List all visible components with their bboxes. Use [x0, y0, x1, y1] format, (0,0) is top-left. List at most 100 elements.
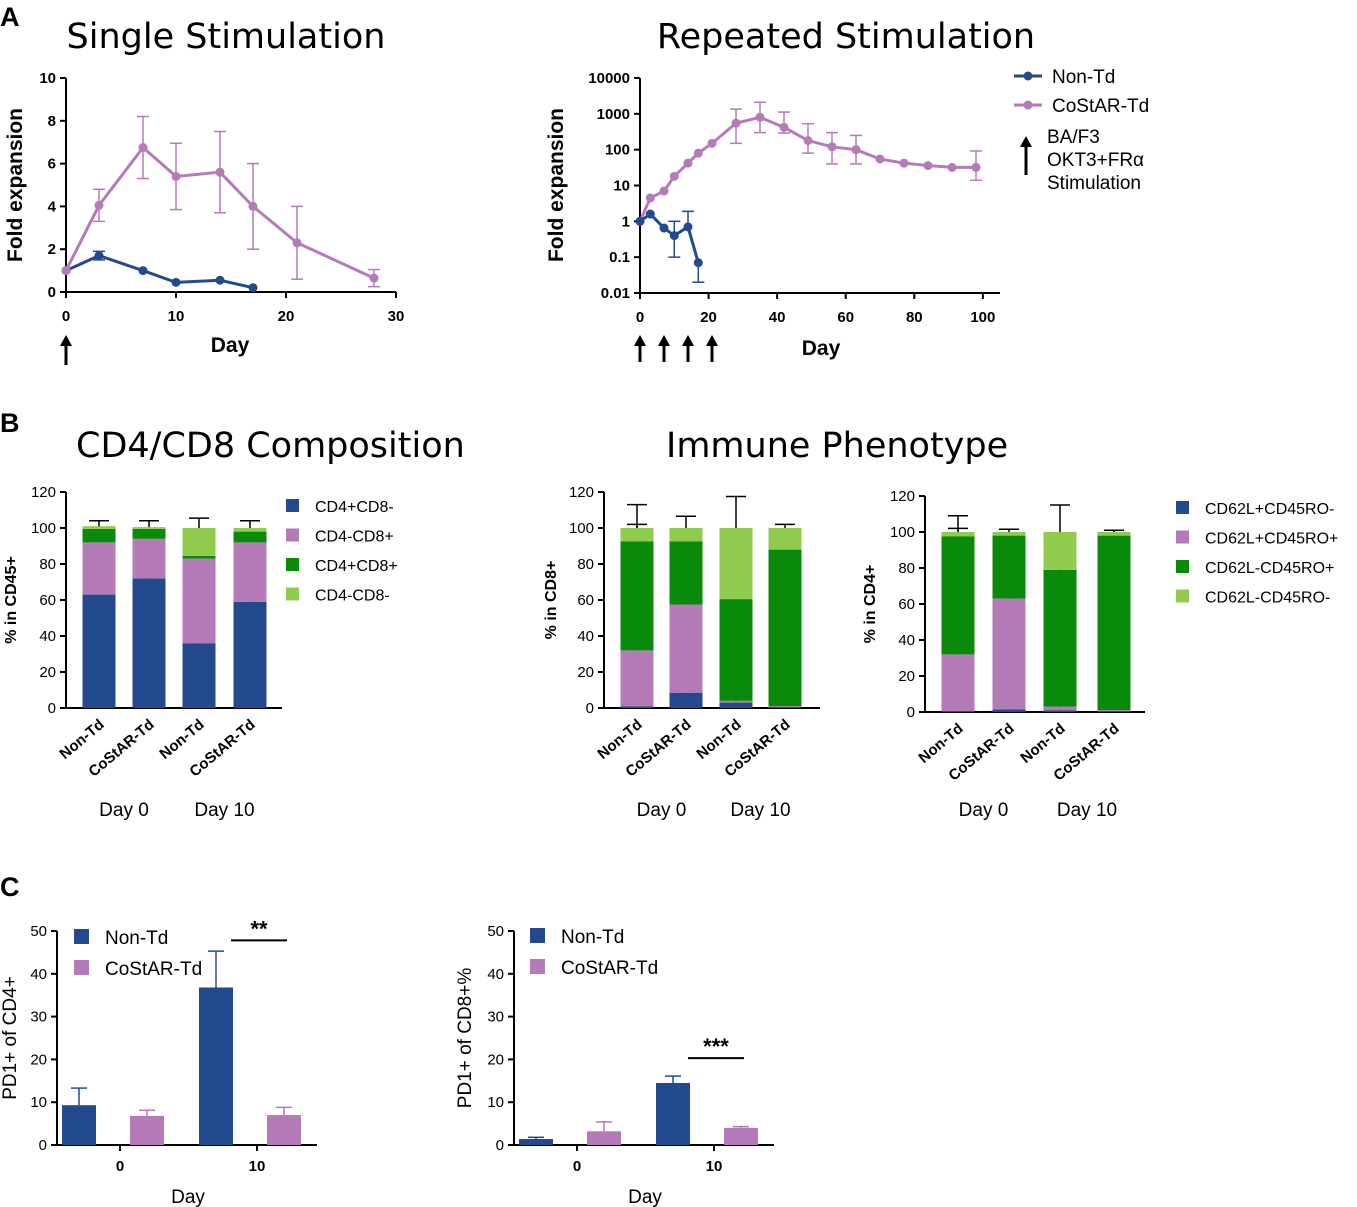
legend-label: CoStAR-Td: [105, 959, 202, 980]
bar-segment-CD4-CD8-: [233, 528, 267, 532]
data-point: [779, 122, 789, 132]
x-tick-label: 20: [278, 308, 295, 325]
y-tick-label: 0: [496, 1137, 504, 1154]
data-point: [731, 118, 741, 128]
bar-Non-Td: [656, 1082, 690, 1145]
bar-segment-CD62L+CD45RO+: [1043, 706, 1077, 711]
y-tick-label: 60: [898, 596, 915, 613]
chart-legend: CD62L+CD45RO- CD62L+CD45RO+ CD62L-CD45RO+ C…: [1176, 501, 1338, 607]
bar-segment-CD62L+CD45RO-: [620, 706, 654, 708]
x-tick-label: 10: [168, 308, 185, 325]
x-tick-label: 10: [249, 1158, 266, 1175]
y-tick-label: 8: [48, 113, 56, 130]
bar-segment-CD4-CD8+: [132, 538, 166, 579]
data-point: [645, 209, 655, 219]
bar-segment-CD62L-CD45RO+: [669, 541, 703, 605]
bar-segment-CD62L-CD45RO-: [669, 528, 703, 542]
chart-single-stimulation: Single Stimulation 0 2 4 6 8 10 0 10 20 30 Day Fold …: [4, 17, 404, 365]
y-tick-label: 80: [898, 560, 915, 577]
data-point: [693, 148, 703, 158]
y-tick-label: 10: [487, 1094, 504, 1111]
y-tick-label: 10: [613, 178, 630, 195]
bar-segment-CD62L+CD45RO+: [669, 604, 703, 693]
bar-segment-CD4-CD8-: [82, 526, 116, 529]
data-point: [669, 171, 679, 181]
bar-segment-CD62L-CD45RO-: [1097, 532, 1131, 536]
stimulation-arrow-head: [682, 335, 694, 346]
bar-segment-CD4+CD8+: [82, 528, 116, 543]
y-tick-label: 0: [48, 700, 56, 717]
x-axis-label: Day: [171, 1187, 205, 1207]
significance-marker: ***: [703, 1034, 729, 1059]
data-point: [707, 138, 717, 148]
x-tick-label: 0: [62, 308, 70, 325]
stimulation-arrow-head: [706, 335, 718, 346]
legend-swatch: [1176, 530, 1189, 544]
bar-segment-CD4+CD8-: [233, 601, 267, 708]
y-tick-label: 0: [586, 700, 594, 717]
y-tick-label: 100: [569, 520, 594, 537]
data-point: [971, 162, 981, 172]
bar-segment-CD4+CD8+: [132, 528, 166, 539]
y-tick-label: 1000: [597, 106, 630, 123]
x-tick-label: Non-Td: [1017, 720, 1068, 767]
data-point: [659, 223, 669, 233]
y-tick-label: 100: [31, 520, 56, 537]
y-tick-label: 120: [569, 484, 594, 501]
data-point: [645, 193, 655, 203]
y-tick-label: 20: [898, 668, 915, 685]
data-point: [683, 158, 693, 168]
data-point: [669, 231, 679, 241]
legend-swatch: [74, 960, 89, 975]
chart-pd1-cd8: 0 10 20 30 40 50 PD1+ of CD8+% Day 0 10 *** Non-Td C…: [455, 923, 774, 1207]
x-group-label: Day 0: [637, 800, 687, 821]
data-point: [683, 222, 693, 232]
chart-legend: CD4+CD8- CD4-CD8+ CD4+CD8+ CD4-CD8-: [286, 499, 398, 605]
panel-label-c: C: [0, 872, 20, 902]
bar-segment-CD62L+CD45RO-: [992, 709, 1026, 712]
bar-segment-CD62L-CD45RO-: [620, 528, 654, 542]
x-tick-label: 20: [700, 309, 717, 326]
bar-segment-CD62L+CD45RO-: [1097, 711, 1131, 712]
legend-swatch: [286, 528, 299, 542]
bar-segment-CD62L-CD45RO-: [719, 528, 753, 600]
data-point: [899, 158, 909, 168]
y-tick-label: 40: [898, 632, 915, 649]
y-tick-label: 120: [31, 484, 56, 501]
data-point: [171, 277, 181, 287]
data-point: [248, 201, 258, 211]
data-point: [635, 216, 645, 226]
y-axis-label: Fold expansion: [545, 108, 568, 262]
y-tick-label: 0: [907, 704, 915, 721]
y-tick-label: 2: [48, 241, 56, 258]
chart-title: Immune Phenotype: [666, 426, 1008, 466]
y-tick-label: 20: [487, 1051, 504, 1068]
bar-segment-CD62L-CD45RO+: [992, 535, 1026, 599]
bar-segment-CD4+CD8-: [132, 578, 166, 708]
y-axis-label: % in CD45+: [3, 556, 20, 644]
x-group-label: Day 10: [1057, 800, 1117, 821]
legend-label: CD4-CD8+: [315, 529, 394, 546]
chart-title: Repeated Stimulation: [657, 17, 1035, 57]
data-point: [803, 136, 813, 146]
bar-segment-CD4+CD8-: [82, 594, 116, 708]
x-group-label: Day 0: [959, 800, 1009, 821]
data-point: [369, 273, 379, 283]
x-axis-label: Day: [628, 1187, 662, 1207]
bar-segment-CD62L+CD45RO-: [719, 702, 753, 708]
panel-labels: A B C: [0, 2, 20, 902]
data-point: [755, 112, 765, 122]
data-point: [659, 186, 669, 196]
data-point: [215, 167, 225, 177]
bar-Non-Td: [199, 987, 233, 1145]
y-tick-label: 20: [577, 664, 594, 681]
y-tick-label: 50: [487, 923, 504, 940]
y-tick-label: 100: [890, 524, 915, 541]
y-tick-label: 50: [30, 923, 47, 940]
x-group-label: Day 10: [730, 800, 790, 821]
legend-swatch: [1176, 560, 1189, 573]
legend-label: CD62L-CD45RO-: [1205, 590, 1330, 607]
legend-swatch: [530, 959, 545, 974]
bar-segment-CD62L+CD45RO+: [992, 598, 1026, 710]
